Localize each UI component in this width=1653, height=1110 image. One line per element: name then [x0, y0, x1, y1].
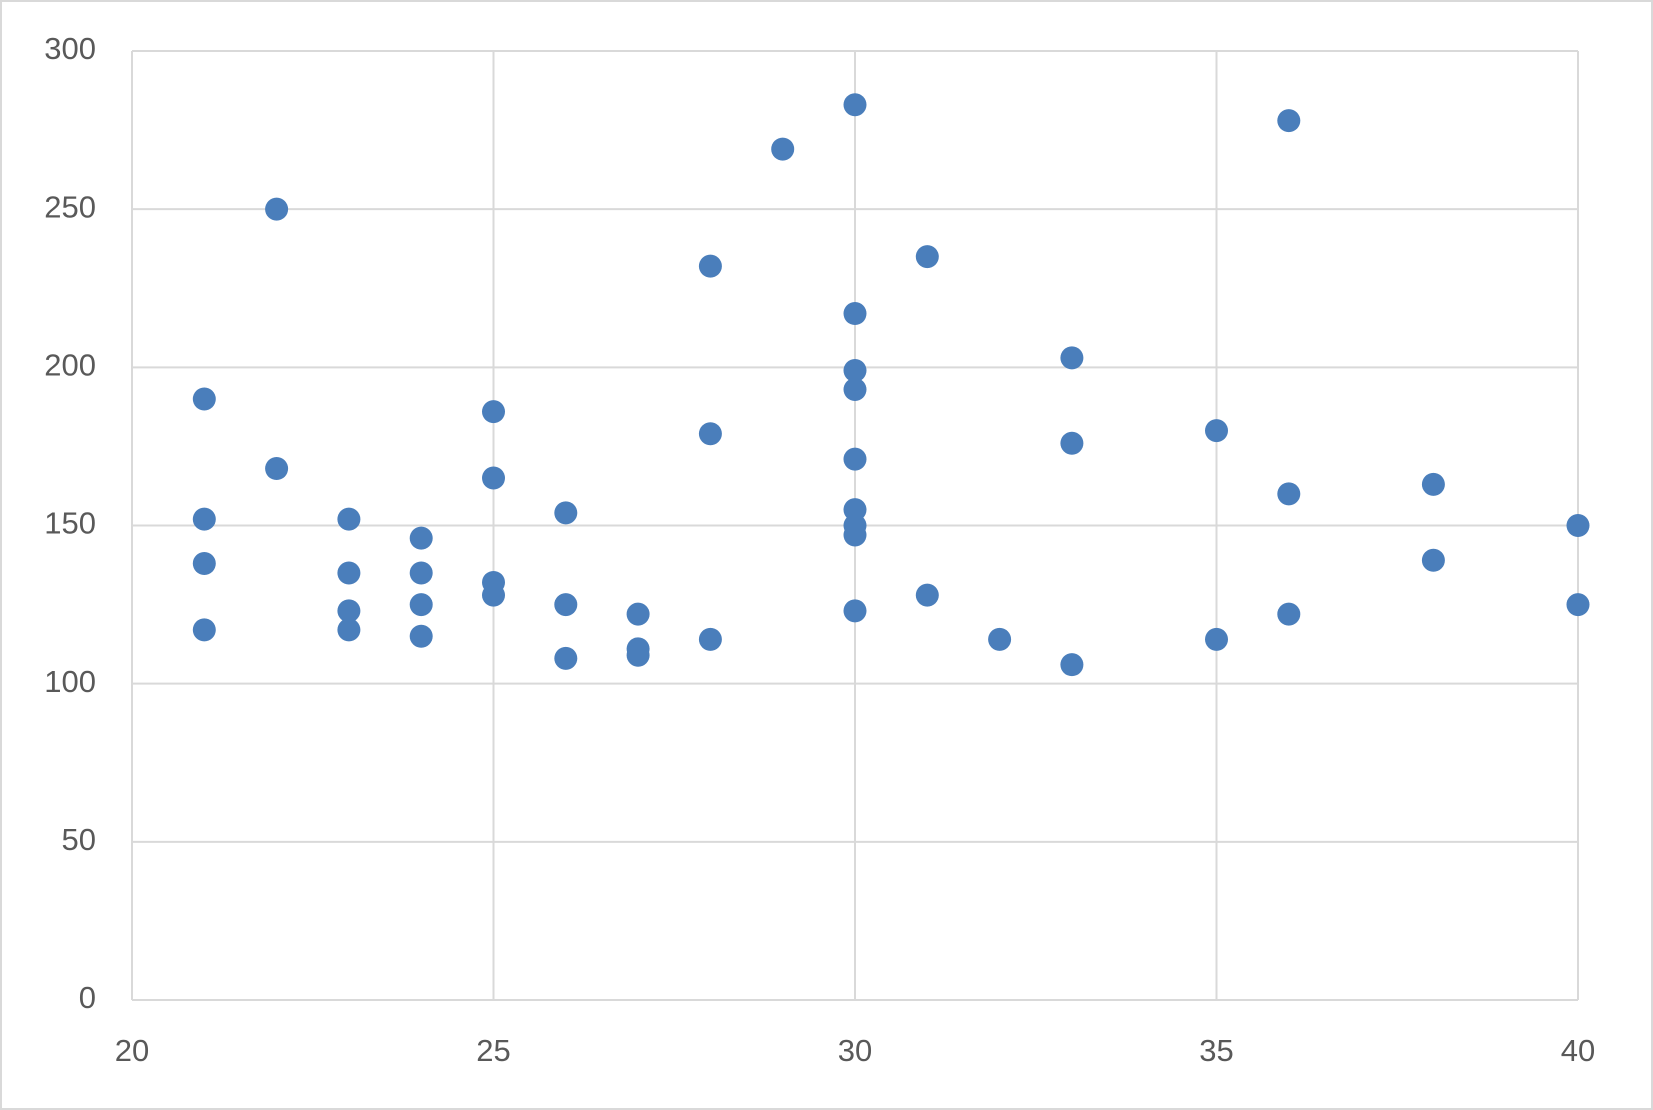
point: [1277, 109, 1301, 133]
y-tick-label: 0: [79, 980, 96, 1015]
point: [843, 377, 867, 401]
point: [1566, 593, 1590, 617]
y-tick-label: 150: [44, 506, 96, 541]
point: [192, 387, 216, 411]
point: [915, 583, 939, 607]
x-tick-label: 35: [1199, 1033, 1233, 1068]
point: [698, 627, 722, 651]
point: [1205, 627, 1228, 651]
y-tick-label: 50: [62, 822, 96, 857]
point: [1421, 472, 1445, 496]
point: [843, 523, 867, 547]
point: [554, 593, 578, 617]
point: [626, 643, 650, 667]
point: [1205, 419, 1228, 443]
point: [482, 400, 505, 424]
point: [409, 526, 433, 550]
point: [843, 93, 867, 117]
point: [1060, 653, 1084, 677]
point: [843, 599, 867, 623]
point: [843, 447, 867, 471]
point: [409, 561, 433, 585]
point: [1566, 514, 1590, 537]
point: [192, 507, 216, 531]
point: [482, 583, 505, 607]
point: [698, 254, 722, 278]
point: [988, 627, 1012, 651]
point: [554, 646, 578, 670]
x-tick-label: 40: [1561, 1033, 1595, 1068]
point: [337, 618, 361, 642]
y-tick-label: 300: [44, 31, 96, 66]
x-tick-label: 30: [838, 1033, 872, 1068]
point: [337, 507, 361, 531]
point: [337, 561, 361, 585]
y-tick-label: 100: [44, 664, 96, 699]
point: [265, 197, 289, 221]
point: [1421, 548, 1445, 572]
point: [409, 624, 433, 648]
point: [771, 137, 795, 161]
point: [554, 501, 578, 525]
point: [1060, 346, 1084, 370]
point: [192, 551, 216, 575]
x-tick-label: 25: [476, 1033, 510, 1068]
point: [843, 498, 867, 522]
point: [1277, 602, 1301, 626]
point: [626, 602, 650, 626]
point: [698, 422, 722, 446]
x-tick-label: 20: [115, 1033, 149, 1068]
point: [915, 245, 939, 269]
point: [1060, 431, 1084, 455]
point: [409, 593, 433, 617]
point: [337, 599, 361, 623]
point: [1277, 482, 1301, 506]
point: [843, 302, 867, 326]
point: [192, 618, 216, 642]
point: [843, 358, 867, 382]
y-tick-label: 250: [44, 189, 96, 224]
point: [482, 466, 505, 490]
y-tick-label: 200: [44, 348, 96, 383]
point: [265, 457, 289, 481]
